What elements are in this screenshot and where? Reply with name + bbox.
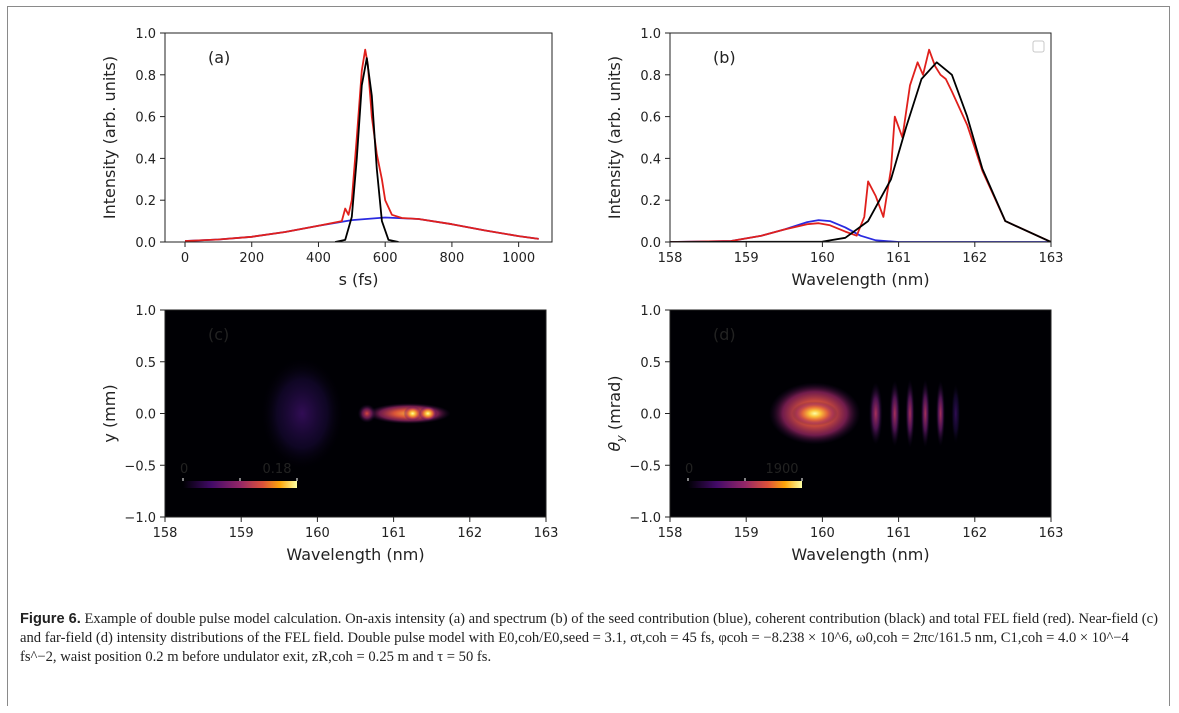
x-tick-label: 162: [962, 526, 987, 541]
y-tick-label: 0.6: [135, 111, 156, 126]
y-tick-label: 0.0: [135, 236, 156, 251]
colorbar-max-label: 0.18: [263, 462, 292, 477]
x-tick-label: 158: [658, 526, 683, 541]
intensity-lobe: [920, 379, 930, 448]
intensity-lobe: [951, 382, 961, 445]
intensity-lobe: [889, 380, 901, 447]
coherent-series-line: [334, 57, 399, 242]
intensity-lobe: [868, 382, 883, 445]
x-tick-label: 159: [734, 251, 759, 266]
figure-caption: Figure 6. Example of double pulse model …: [20, 610, 1160, 667]
y-tick-label: 0.8: [640, 69, 661, 84]
intensity-lobe: [905, 379, 915, 448]
x-tick-label: 159: [734, 526, 759, 541]
intensity-lobe: [791, 401, 838, 426]
y-tick-label: 0.0: [135, 408, 156, 423]
intensity-lobe: [403, 406, 422, 421]
x-axis-label: Wavelength (nm): [791, 270, 929, 289]
x-tick-label: 162: [457, 526, 482, 541]
colorbar: [183, 481, 297, 488]
x-tick-label: 600: [373, 251, 398, 266]
y-tick-label: 0.4: [640, 152, 661, 167]
intensity-lobe: [260, 356, 345, 471]
panel-label: (b): [713, 48, 736, 67]
panel-a: 0 200 400 600 800 1000 0.0 0.2 0.4 0.6 0.8 1.0 s (fs…: [100, 27, 553, 289]
x-tick-label: 400: [306, 251, 331, 266]
x-tick-label: 160: [810, 526, 835, 541]
x-tick-label: 160: [305, 526, 330, 541]
plot-area: [184, 48, 539, 242]
y-axis-label: Intensity (arb. units): [100, 56, 119, 219]
coherent-series-line: [670, 61, 1051, 242]
panel-d: 0 1900 158 159 160 161 162 163 −1.0 −0.5 0.0 0.5 1.0…: [605, 304, 1063, 564]
intensity-lobe: [357, 404, 377, 423]
y-axis-label: θy (mrad): [605, 375, 627, 451]
x-tick-label: 161: [886, 526, 911, 541]
axes-frame: [669, 32, 1052, 243]
y-tick-label: 0.5: [135, 356, 156, 371]
y-tick-label: 0.2: [640, 194, 661, 209]
y-tick-label: −0.5: [124, 459, 156, 474]
x-tick-label: 200: [239, 251, 264, 266]
x-tick-label: 1000: [502, 251, 535, 266]
colorbar-min-label: 0: [685, 462, 693, 477]
x-tick-label: 800: [439, 251, 464, 266]
heatmap-image: [260, 356, 451, 471]
heatmap-image: [769, 379, 961, 448]
y-axis-label: y (mm): [100, 384, 119, 442]
y-tick-label: 0.4: [135, 152, 156, 167]
x-tick-label: 163: [1039, 251, 1064, 266]
x-tick-label: 0: [181, 251, 189, 266]
x-tick-label: 161: [886, 251, 911, 266]
x-tick-label: 158: [153, 526, 178, 541]
y-tick-label: 0.0: [640, 408, 661, 423]
total-series-line: [670, 48, 1051, 242]
x-axis-label: Wavelength (nm): [286, 545, 424, 564]
y-tick-label: 0.5: [640, 356, 661, 371]
panel-c: 0 0.18 158 159 160 161 162 163 −1.0 −0.5 0.0 0.5 1.0…: [100, 304, 558, 564]
y-tick-label: −1.0: [124, 511, 156, 526]
y-tick-label: 0.2: [135, 194, 156, 209]
intensity-lobe: [418, 406, 438, 421]
x-tick-label: 161: [381, 526, 406, 541]
y-tick-label: −0.5: [629, 459, 661, 474]
y-tick-label: 0.6: [640, 111, 661, 126]
panel-label: (c): [208, 325, 229, 344]
total-series-line: [184, 48, 539, 242]
y-tick-label: 1.0: [135, 304, 156, 319]
x-tick-label: 158: [658, 251, 683, 266]
panel-label: (d): [713, 325, 736, 344]
colorbar-max-label: 1900: [765, 462, 798, 477]
x-tick-label: 160: [810, 251, 835, 266]
figure: 0 200 400 600 800 1000 0.0 0.2 0.4 0.6 0.8 1.0 s (fs…: [100, 27, 1063, 564]
x-tick-label: 159: [229, 526, 254, 541]
y-tick-label: −1.0: [629, 511, 661, 526]
panel-b: 158 159 160 161 162 163 0.0 0.2 0.4 0.6 0.8 1.0 Wave…: [605, 27, 1063, 289]
y-tick-label: 1.0: [640, 304, 661, 319]
intensity-lobe: [935, 380, 946, 447]
panel-label: (a): [208, 48, 230, 67]
y-tick-label: 0.8: [135, 69, 156, 84]
x-tick-label: 162: [962, 251, 987, 266]
seed-series-line: [670, 219, 1051, 242]
caption-text: Example of double pulse model calculatio…: [20, 611, 1158, 665]
y-tick-label: 0.0: [640, 236, 661, 251]
colorbar-min-label: 0: [180, 462, 188, 477]
x-axis-label: Wavelength (nm): [791, 545, 929, 564]
axes-frame: [164, 32, 553, 243]
axes-frame: [669, 309, 1052, 518]
plot-area: [670, 48, 1051, 242]
y-tick-label: 1.0: [640, 27, 661, 42]
y-tick-label: 1.0: [135, 27, 156, 42]
x-axis-label: s (fs): [339, 270, 379, 289]
axes-frame: [164, 309, 547, 518]
x-tick-label: 163: [1039, 526, 1064, 541]
figure-frame: [7, 6, 1170, 706]
x-tick-label: 163: [534, 526, 559, 541]
y-axis-label: Intensity (arb. units): [605, 56, 624, 219]
legend-box: [1032, 40, 1045, 53]
caption-label: Figure 6.: [20, 611, 81, 627]
colorbar: [688, 481, 802, 488]
